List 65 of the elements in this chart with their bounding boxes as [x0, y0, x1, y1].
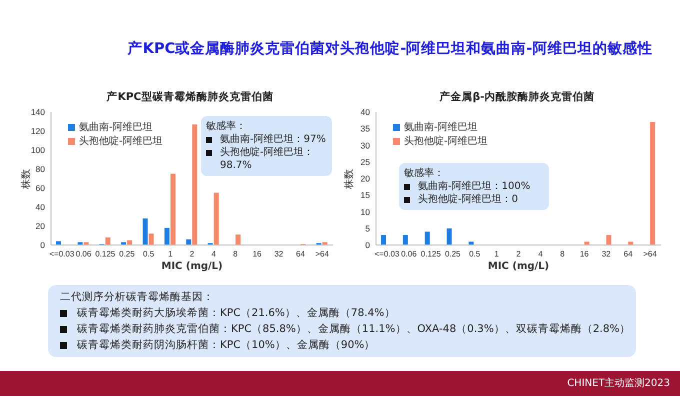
- x-tick-label: 8: [560, 250, 566, 259]
- text: 产KPC或金属酶肺炎克雷伯菌对头孢他啶-阿维巴坦和氨曲南-阿维巴坦的敏感性: [126, 39, 654, 58]
- y-tick-label: 40: [36, 202, 46, 212]
- x-tick-label: 32: [602, 250, 612, 259]
- y-tick-label: 15: [360, 190, 370, 200]
- x-tick-label: 2: [190, 250, 195, 259]
- legend-label: 头孢他啶-阿维巴坦: [79, 136, 163, 147]
- legend-label: 氨曲南-阿维巴坦: [404, 122, 478, 133]
- text: 二代测序分析碳青霉烯酶基因：: [60, 290, 214, 305]
- chart-title: 产金属β-内酰胺酶肺炎克雷伯菌: [438, 90, 596, 104]
- x-tick-label: <=0.03: [374, 250, 400, 259]
- annotation: 氨曲南-阿维巴坦：97%: [220, 133, 326, 146]
- x-axis-title: MIC (mg/L): [160, 261, 224, 273]
- x-tick-label: 64: [624, 250, 634, 259]
- y-axis-title: 株数: [21, 168, 33, 188]
- x-tick-label: <=0.03: [49, 250, 75, 259]
- y-tick-label: 30: [360, 140, 370, 150]
- annotation: 氨曲南-阿维巴坦：100%: [418, 180, 530, 193]
- legend-label: 头孢他啶-阿维巴坦: [404, 136, 488, 147]
- x-tick-label: 1: [494, 250, 500, 259]
- annotation: 头孢他啶-阿维巴坦：98.7%: [220, 146, 315, 172]
- text: 碳青霉烯类耐药阴沟肠杆菌：KPC（10%）、金属酶（90%）: [77, 338, 376, 353]
- x-tick-label: 4: [538, 250, 544, 259]
- x-tick-label: 2: [516, 250, 522, 259]
- y-tick-label: 25: [360, 156, 370, 167]
- y-tick-label: 10: [360, 206, 370, 217]
- x-tick-label: 4: [211, 250, 216, 259]
- text: CHINET主动监测2023: [567, 377, 670, 390]
- y-tick-label: 100: [30, 145, 46, 156]
- x-tick-label: 16: [580, 250, 590, 259]
- x-tick-label: 0.06: [401, 250, 418, 259]
- x-tick-label: 0.25: [444, 250, 462, 259]
- y-tick-label: 20: [36, 221, 46, 232]
- x-tick-label: 0.125: [95, 250, 116, 259]
- annotation: 头孢他啶-阿维巴坦：0: [418, 193, 518, 206]
- x-tick-label: 1: [168, 250, 174, 259]
- legend-label: 氨曲南-阿维巴坦: [79, 122, 153, 133]
- x-tick-label: 8: [233, 250, 238, 259]
- y-tick-label: 140: [30, 107, 46, 118]
- y-tick-label: 60: [36, 183, 46, 194]
- annotation: 敏感率：: [206, 120, 246, 133]
- chart-title: 产KPC型碳青霉烯酶肺炎克雷伯菌: [106, 90, 274, 104]
- x-tick-label: >64: [643, 250, 658, 259]
- annotation: 敏感率：: [404, 167, 444, 180]
- y-tick-label: 5: [365, 223, 370, 234]
- x-tick-label: 0.5: [143, 250, 155, 259]
- y-tick-label: 80: [36, 164, 46, 174]
- x-tick-label: 0.125: [420, 250, 442, 259]
- x-axis-title: MIC (mg/L): [486, 261, 550, 273]
- y-tick-label: 20: [360, 174, 370, 184]
- y-tick-label: 35: [360, 124, 370, 134]
- x-tick-label: 0.06: [76, 250, 92, 259]
- text: 碳青霉烯类耐药大肠埃希菌：KPC（21.6%）、金属酶（78.4%）: [77, 306, 396, 321]
- y-tick-label: 120: [30, 126, 46, 136]
- y-tick-label: 0: [40, 240, 46, 250]
- text: 碳青霉烯类耐药肺炎克雷伯菌：KPC（85.8%）、金属酶（11.1%）、OXA-48（0.3%）、双碳青霉烯酶（2.8%）: [77, 322, 630, 337]
- x-tick-label: 0.5: [469, 250, 481, 259]
- x-tick-label: 64: [296, 250, 306, 259]
- y-tick-label: 40: [360, 107, 370, 118]
- x-tick-label: >64: [315, 250, 330, 259]
- x-tick-label: 0.25: [119, 250, 136, 259]
- y-tick-label: 0: [365, 240, 370, 250]
- y-axis-title: 株数: [344, 168, 356, 188]
- x-tick-label: 32: [274, 250, 284, 259]
- x-tick-label: 16: [252, 250, 262, 259]
